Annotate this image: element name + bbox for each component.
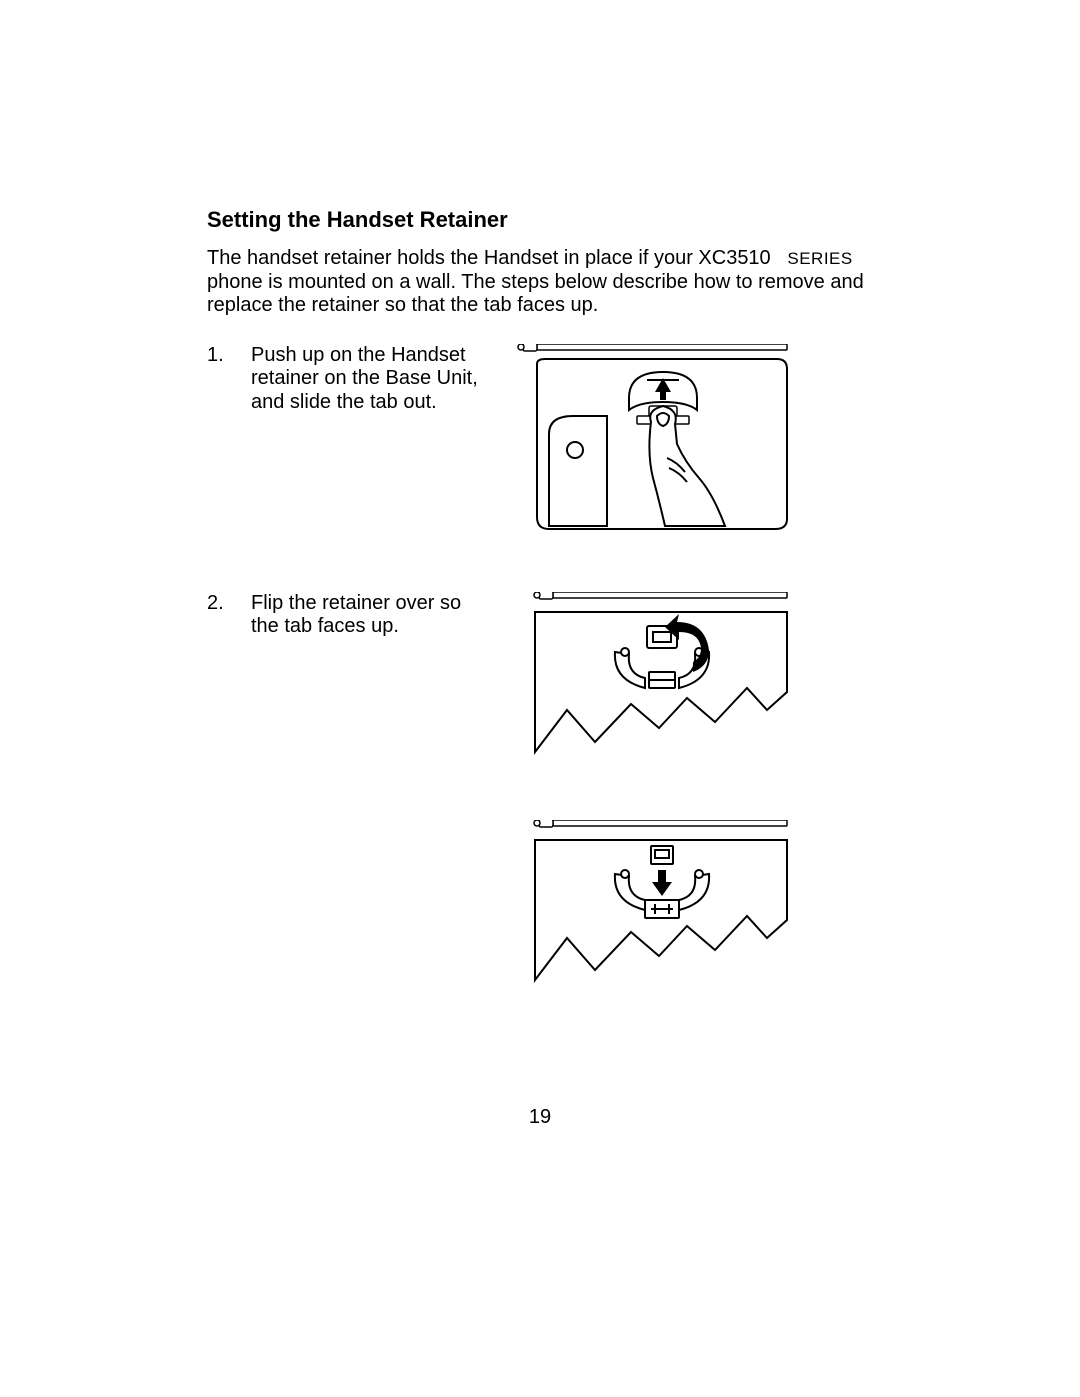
step-figure <box>517 820 797 990</box>
step-row: 1. Push up on the Handset retainer on th… <box>207 344 880 534</box>
intro-text-2: phone is mounted on a wall. The steps be… <box>207 271 864 317</box>
figure-1 <box>517 344 797 534</box>
intro-paragraph: The handset retainer holds the Handset i… <box>207 247 877 318</box>
step-text: Push up on the Handset retainer on the B… <box>251 344 503 415</box>
figure-2 <box>517 592 797 762</box>
page-number: 19 <box>0 1106 1080 1129</box>
step-row: 2. Flip the retainer over so the tab fac… <box>207 592 880 762</box>
step-row <box>207 820 880 990</box>
diagram-icon <box>517 592 797 762</box>
manual-page: Setting the Handset Retainer The handset… <box>0 0 1080 1397</box>
intro-model: XC3510 <box>698 247 770 269</box>
step-text: Flip the retainer over so the tab faces … <box>251 592 503 639</box>
diagram-icon <box>517 344 797 534</box>
diagram-icon <box>517 820 797 990</box>
step-figure <box>517 344 797 534</box>
section-heading: Setting the Handset Retainer <box>207 207 880 233</box>
step-number: 1. <box>207 344 251 367</box>
intro-text-1: The handset retainer holds the Handset i… <box>207 247 698 269</box>
figure-3 <box>517 820 797 990</box>
step-figure <box>517 592 797 762</box>
intro-series: SERIES <box>787 249 852 268</box>
step-number: 2. <box>207 592 251 615</box>
